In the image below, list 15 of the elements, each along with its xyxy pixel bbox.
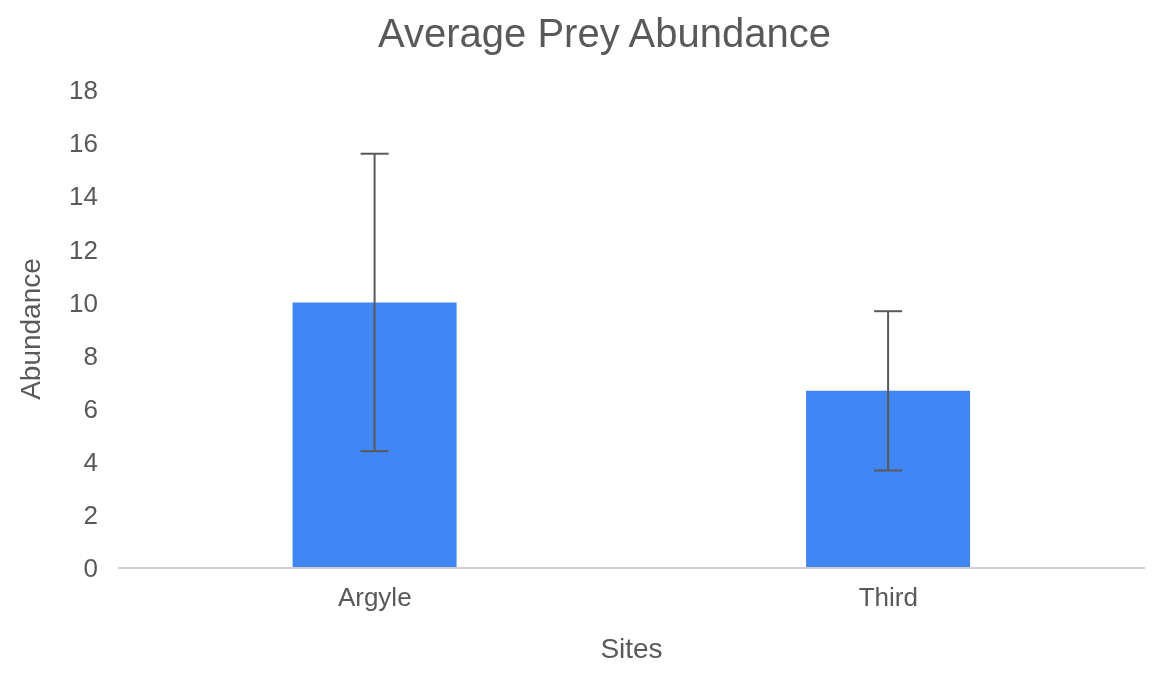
y-tick-label: 0 — [83, 553, 98, 584]
y-tick-label: 14 — [69, 181, 98, 212]
y-tick-label: 4 — [83, 447, 98, 478]
x-tick-label: Argyle — [337, 582, 412, 613]
y-tick-label: 10 — [69, 287, 98, 318]
x-axis-title: Sites — [600, 633, 663, 664]
x-tick-label: Third — [858, 582, 918, 613]
y-tick-label: 12 — [69, 234, 98, 265]
y-axis-title: Abundance — [14, 258, 46, 400]
y-tick-label: 2 — [83, 500, 98, 531]
y-tick-label: 8 — [83, 340, 98, 371]
y-tick-label: 18 — [69, 75, 98, 106]
y-tick-label: 16 — [69, 128, 98, 159]
y-tick-label: 6 — [83, 393, 98, 424]
chart-title: Average Prey Abundance — [377, 10, 832, 57]
